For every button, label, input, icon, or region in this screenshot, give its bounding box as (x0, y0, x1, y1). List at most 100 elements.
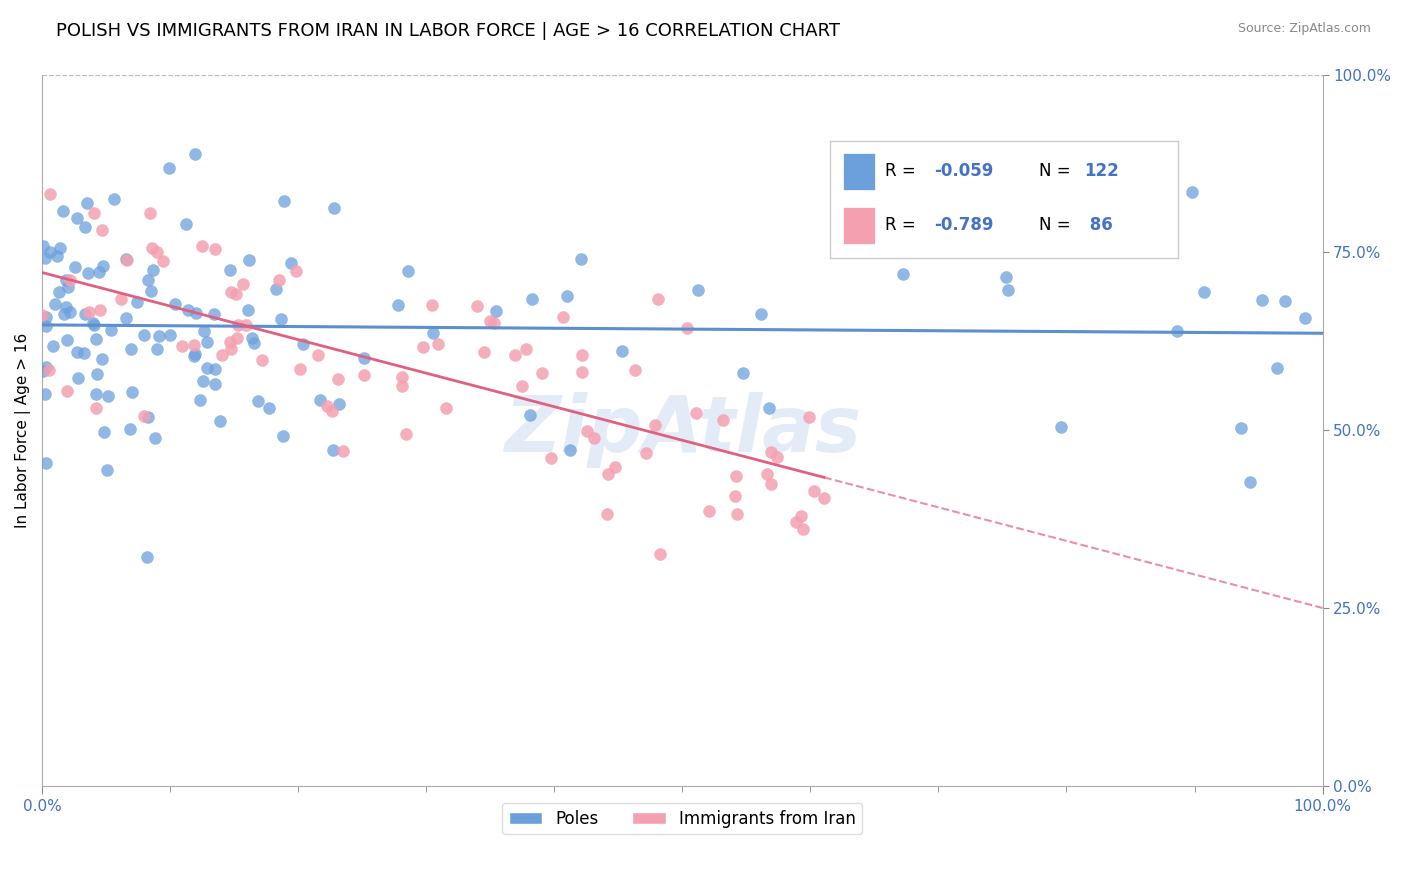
Point (204, 377, 226, 392)
Point (634, 446, 657, 460)
Point (391, 379, 413, 393)
Point (250, 352, 273, 367)
Point (515, 343, 537, 357)
Point (995, 270, 1018, 285)
Point (146, 342, 169, 356)
Point (66, 345, 89, 359)
Point (271, 428, 294, 442)
Point (56, 384, 79, 398)
Point (204, 362, 226, 376)
Point (141, 284, 163, 298)
Point (66, 211, 89, 225)
Point (396, 263, 419, 277)
Text: -0.789: -0.789 (934, 217, 994, 235)
Point (35, 318, 58, 333)
Point (148, 329, 170, 343)
Point (84, 401, 107, 416)
Point (146, 245, 169, 260)
Point (127, 294, 149, 309)
Point (77, 305, 100, 319)
Point (191, 239, 214, 253)
Point (38, 363, 60, 377)
Point (35, 456, 58, 470)
Y-axis label: In Labor Force | Age > 16: In Labor Force | Age > 16 (15, 333, 31, 528)
Point (219, 262, 242, 277)
Point (134, 409, 156, 423)
Point (322, 443, 344, 458)
Point (326, 372, 349, 386)
Point (610, 343, 633, 358)
Point (208, 414, 231, 428)
Point (624, 363, 647, 377)
Point (686, 284, 709, 298)
Point (395, 426, 418, 441)
Point (91, 351, 114, 366)
Point (32, 364, 55, 378)
Point (100, 323, 122, 337)
Point (522, 292, 544, 306)
Point (193, 325, 215, 339)
Point (235, 318, 257, 333)
Point (188, 393, 211, 408)
Point (1239, 475, 1261, 489)
Text: ZipAtlas: ZipAtlas (503, 392, 860, 468)
Point (519, 408, 541, 422)
Point (247, 394, 270, 409)
Point (605, 460, 627, 475)
Point (97, 389, 120, 403)
Point (571, 364, 593, 378)
Point (1274, 293, 1296, 308)
Point (132, 328, 155, 343)
Point (1265, 361, 1288, 376)
Point (288, 362, 311, 376)
Point (34, 387, 56, 401)
Point (136, 549, 159, 564)
Point (136, 410, 159, 425)
Point (725, 507, 748, 521)
Point (52, 203, 75, 218)
Point (467, 299, 489, 313)
Point (264, 282, 287, 296)
Point (711, 413, 734, 427)
Point (240, 331, 263, 345)
Point (761, 476, 783, 491)
Point (204, 243, 226, 257)
Point (571, 252, 593, 266)
Point (44, 297, 66, 311)
Point (531, 366, 554, 380)
Point (644, 417, 666, 432)
Point (120, 342, 142, 356)
Point (238, 302, 260, 317)
Point (420, 298, 443, 312)
Point (1050, 420, 1073, 434)
Point (118, 422, 141, 436)
Point (39, 245, 62, 260)
Point (38, 186, 60, 201)
Text: 122: 122 (1084, 162, 1119, 180)
Point (141, 241, 163, 255)
Point (478, 313, 501, 327)
Point (676, 320, 699, 334)
Point (387, 297, 409, 311)
Point (270, 311, 292, 326)
Point (332, 444, 354, 458)
Point (724, 469, 747, 483)
Point (790, 508, 813, 523)
Point (267, 273, 290, 287)
Point (73, 346, 96, 360)
Point (63, 260, 86, 275)
Point (997, 283, 1019, 297)
Point (35, 310, 58, 324)
Point (76, 195, 98, 210)
Point (115, 252, 138, 266)
Point (280, 255, 302, 269)
Point (110, 292, 132, 306)
Point (759, 444, 782, 458)
Point (540, 450, 562, 465)
Point (596, 507, 619, 521)
Point (785, 515, 807, 529)
Point (427, 336, 450, 351)
Point (142, 263, 165, 277)
Point (31, 308, 53, 322)
Point (139, 206, 162, 220)
